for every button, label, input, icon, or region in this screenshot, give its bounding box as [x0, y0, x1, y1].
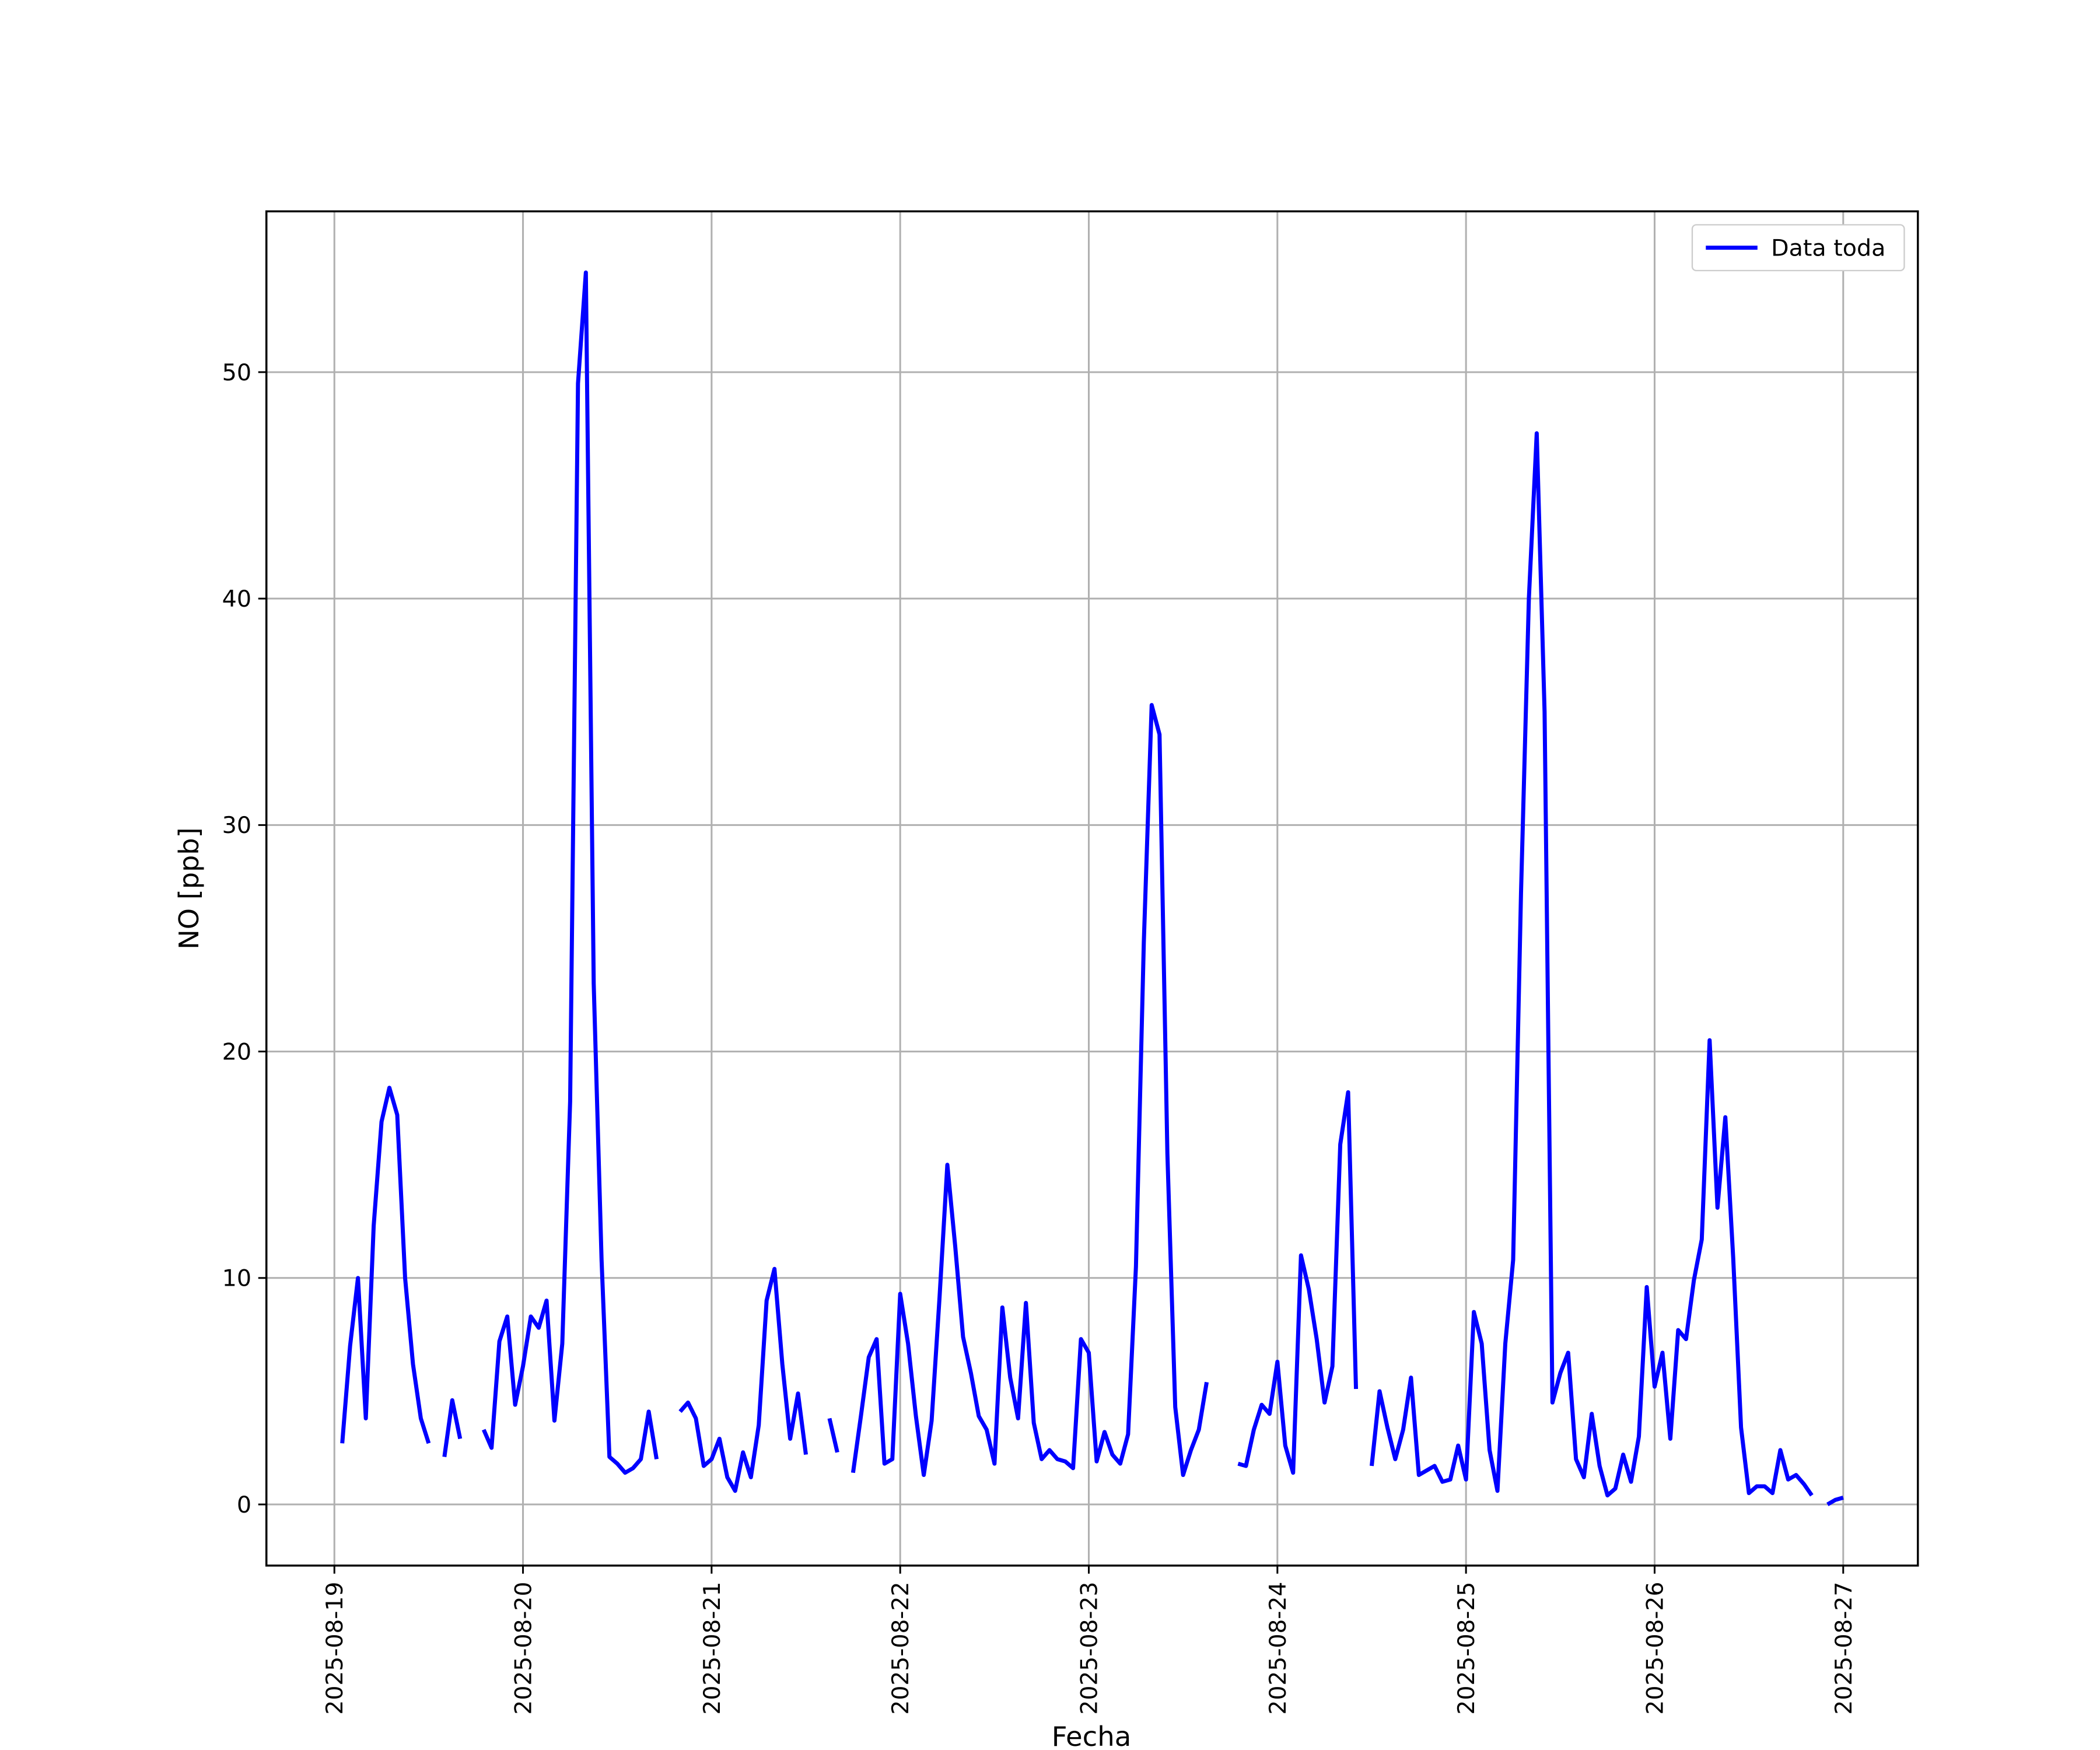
x-tick-label: 2025-08-26 — [1642, 1582, 1668, 1715]
x-tick-label: 2025-08-22 — [887, 1582, 914, 1715]
x-tick-label: 2025-08-19 — [321, 1582, 348, 1715]
y-tick-label: 20 — [222, 1039, 251, 1066]
legend-label: Data toda — [1771, 235, 1885, 262]
legend-box — [1691, 224, 1905, 271]
x-tick-label: 2025-08-23 — [1076, 1582, 1102, 1715]
x-axis-label: Fecha — [1052, 1721, 1132, 1750]
y-axis-label: NO [ppb] — [173, 827, 205, 949]
y-tick-label: 10 — [222, 1265, 251, 1292]
y-tick-label: 30 — [222, 812, 251, 839]
x-tick-label: 2025-08-21 — [699, 1582, 726, 1715]
x-tick-label: 2025-08-25 — [1453, 1582, 1480, 1715]
x-tick-label: 2025-08-27 — [1831, 1582, 1857, 1715]
x-tick-label: 2025-08-20 — [510, 1582, 537, 1715]
x-tick-label: 2025-08-24 — [1265, 1582, 1292, 1715]
y-tick-label: 50 — [222, 359, 251, 386]
y-tick-label: 40 — [222, 586, 251, 612]
y-tick-label: 0 — [237, 1492, 251, 1518]
data-line — [340, 270, 1844, 1507]
plot-frame — [265, 210, 1919, 1567]
